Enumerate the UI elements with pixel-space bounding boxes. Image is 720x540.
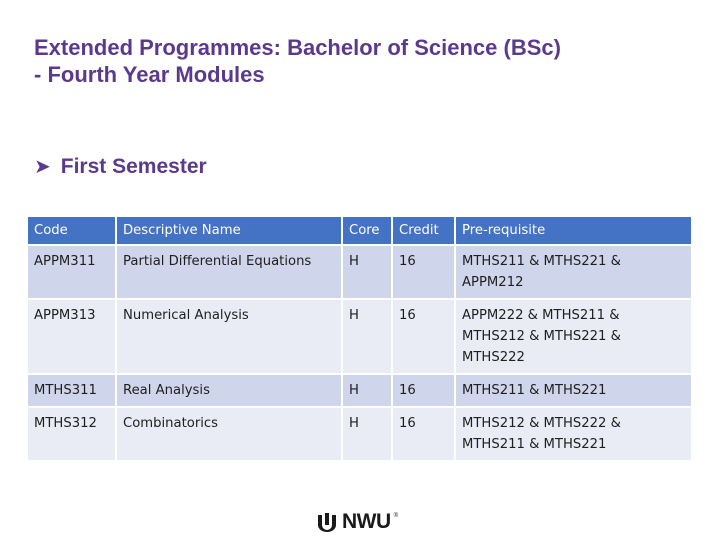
nwu-logo: NWU ® — [316, 510, 398, 534]
cell-core: H — [342, 373, 393, 407]
cell-credit: 16 — [392, 298, 456, 374]
registered-mark: ® — [393, 513, 399, 519]
cell-descriptive-name: Real Analysis — [116, 373, 343, 407]
cell-core: H — [342, 406, 393, 460]
header-core: Core — [342, 217, 393, 245]
arrow-bullet-icon: ➤ — [34, 156, 51, 178]
cell-core: H — [342, 298, 393, 374]
cell-code: APPM313 — [28, 298, 117, 374]
table-row: MTHS311 Real Analysis H 16 MTHS211 & MTH… — [28, 373, 693, 407]
cell-code: APPM311 — [28, 244, 117, 299]
header-descriptive-name: Descriptive Name — [116, 217, 343, 245]
cell-code: MTHS311 — [28, 373, 117, 407]
cell-prerequisite: MTHS211 & MTHS221 — [455, 373, 693, 407]
modules-table: Code Descriptive Name Core Credit Pre-re… — [28, 217, 693, 460]
header-credit: Credit — [392, 217, 456, 245]
cell-code: MTHS312 — [28, 406, 117, 460]
slide-title-line-2: - Fourth Year Modules — [34, 62, 265, 87]
table-row: APPM311 Partial Differential Equations H… — [28, 244, 693, 299]
cell-credit: 16 — [392, 406, 456, 460]
slide-title: Extended Programmes: Bachelor of Science… — [34, 34, 694, 88]
cell-core: H — [342, 244, 393, 299]
table-row: MTHS312 Combinatorics H 16 MTHS212 & MTH… — [28, 406, 693, 460]
header-prerequisite: Pre-requisite — [455, 217, 693, 245]
slide-title-line-1: Extended Programmes: Bachelor of Science… — [34, 35, 561, 60]
section-bullet: ➤ First Semester — [34, 154, 207, 179]
table-row: APPM313 Numerical Analysis H 16 APPM222 … — [28, 298, 693, 374]
cell-credit: 16 — [392, 373, 456, 407]
cell-prerequisite: MTHS211 & MTHS221 & APPM212 — [455, 244, 693, 299]
cell-prerequisite: APPM222 & MTHS211 & MTHS212 & MTHS221 & … — [455, 298, 693, 374]
nwu-logo-icon — [318, 513, 336, 532]
header-code: Code — [28, 217, 117, 245]
section-heading: First Semester — [60, 154, 207, 178]
table-header-row: Code Descriptive Name Core Credit Pre-re… — [28, 217, 693, 245]
cell-descriptive-name: Partial Differential Equations — [116, 244, 343, 299]
cell-credit: 16 — [392, 244, 456, 299]
logo-text: NWU — [342, 510, 391, 533]
cell-descriptive-name: Combinatorics — [116, 406, 343, 460]
cell-prerequisite: MTHS212 & MTHS222 & MTHS211 & MTHS221 — [455, 406, 693, 460]
cell-descriptive-name: Numerical Analysis — [116, 298, 343, 374]
